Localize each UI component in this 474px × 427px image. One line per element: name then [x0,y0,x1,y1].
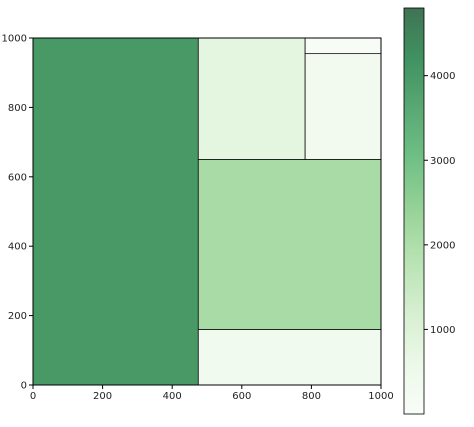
y-tick-label: 0 [21,381,27,392]
x-tick-label: 800 [302,391,321,402]
y-tick-label: 200 [8,311,27,322]
colorbar-tick-label: 4000 [430,71,455,82]
colorbar-tick-label: 1000 [430,325,455,336]
x-tick-label: 200 [93,391,112,402]
treemap-cell-3 [197,159,382,330]
y-tick-label: 400 [8,242,27,253]
plot-frame [32,37,382,386]
colorbar-tick-label: 3000 [430,156,455,167]
treemap-cell-6 [304,37,382,55]
y-axis: 0 200 400 600 800 1000 [2,34,33,392]
colorbar: 1000 2000 3000 4000 [403,7,455,415]
treemap-cell-4 [197,37,306,160]
y-tick-label: 1000 [2,34,27,45]
x-tick-label: 600 [232,391,251,402]
treemap-cells [32,37,382,386]
y-tick-label: 800 [8,103,27,114]
y-tick-label: 600 [8,172,27,183]
x-tick-label: 1000 [368,391,393,402]
x-tick-label: 0 [30,391,36,402]
treemap-cell-5 [304,53,382,160]
colorbar-tick-label: 2000 [430,240,455,251]
colorbar-gradient [403,7,425,415]
colorbar-ticks: 1000 2000 3000 4000 [424,71,455,336]
treemap-cell-1 [32,37,199,386]
x-tick-label: 400 [163,391,182,402]
treemap-cell-2 [197,329,382,386]
x-axis: 0 200 400 600 800 1000 [30,385,394,402]
